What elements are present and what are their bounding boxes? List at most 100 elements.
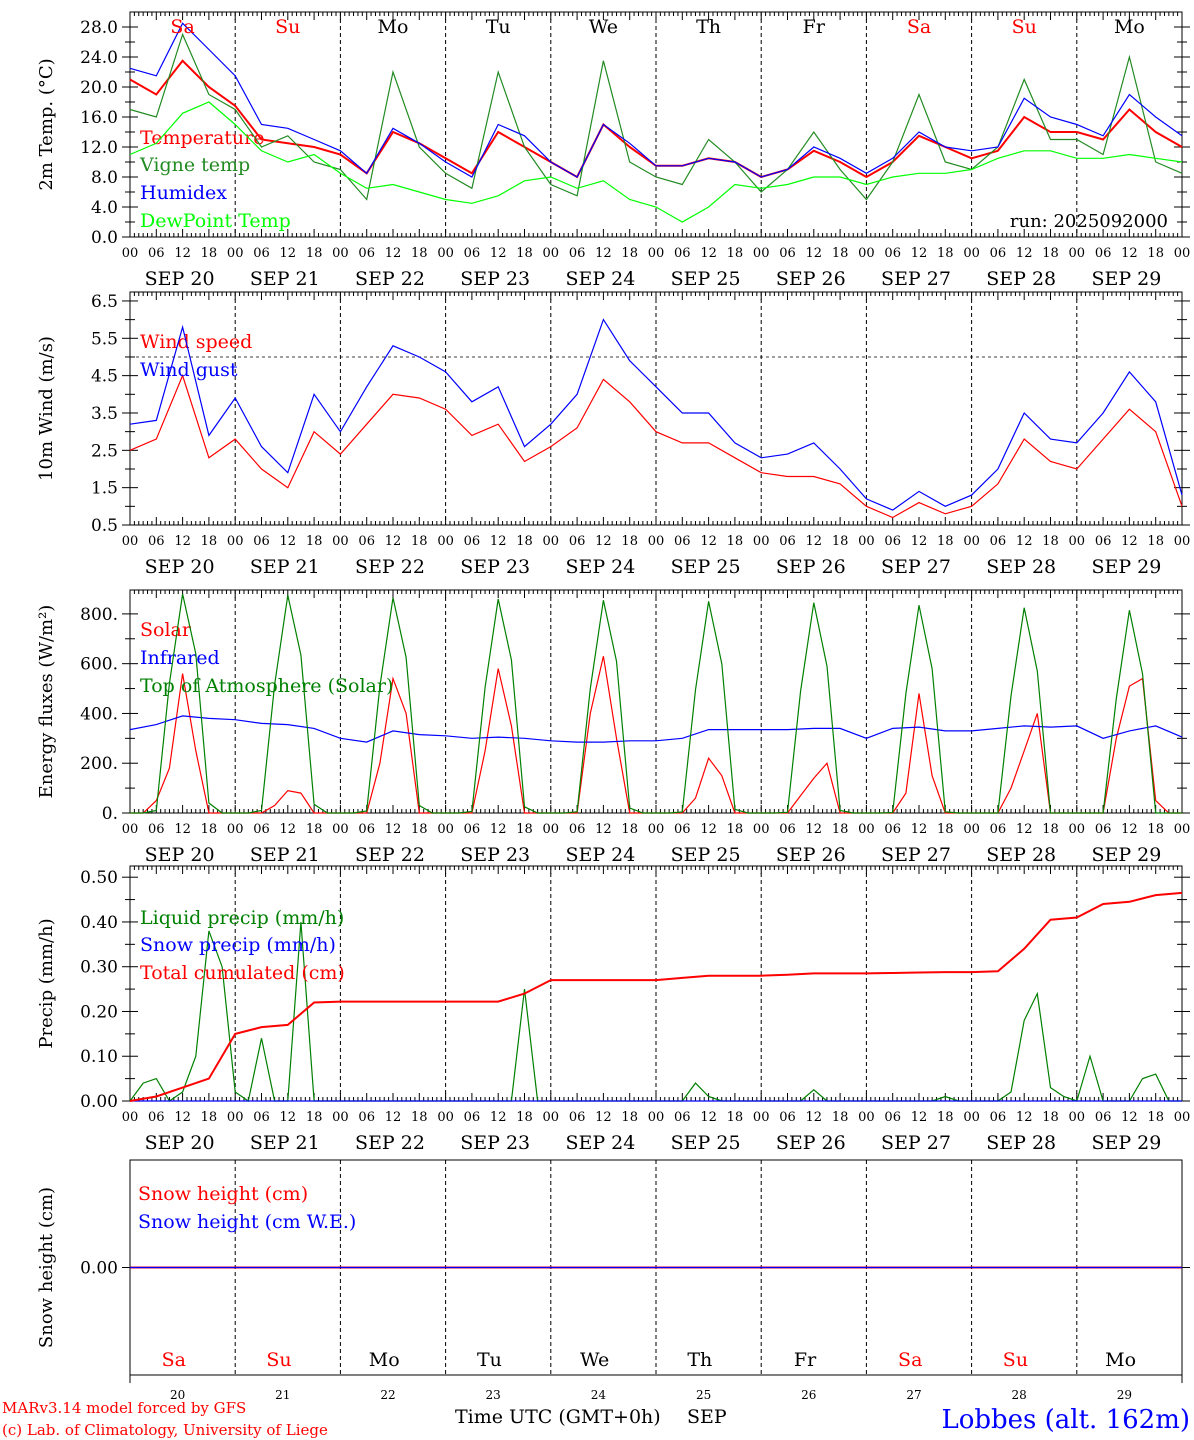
x-day-number-label: 24 xyxy=(591,1388,607,1402)
x-hour-label: 06 xyxy=(779,1110,796,1125)
x-date-label: SEP 26 xyxy=(776,556,846,578)
day-name-label: Sa xyxy=(162,1349,186,1371)
x-hour-label: 18 xyxy=(516,534,533,549)
x-hour-label: 12 xyxy=(1121,534,1138,549)
x-date-label: SEP 22 xyxy=(355,268,425,290)
x-day-number-label: 26 xyxy=(801,1388,816,1402)
x-hour-label: 00 xyxy=(227,534,244,549)
x-hour-label: 18 xyxy=(937,1110,954,1125)
x-hour-label: 12 xyxy=(490,822,507,837)
day-name-label: Mo xyxy=(369,1349,400,1371)
x-hour-label: 00 xyxy=(543,822,560,837)
x-hour-label: 00 xyxy=(543,534,560,549)
x-hour-label: 06 xyxy=(990,246,1007,261)
x-date-label: SEP 28 xyxy=(986,556,1056,578)
x-day-number-label: 21 xyxy=(275,1388,290,1402)
y-tick-label: 0.40 xyxy=(80,913,118,933)
x-hour-label: 18 xyxy=(937,822,954,837)
y-tick-label: 1.5 xyxy=(91,479,118,499)
x-hour-label: 12 xyxy=(595,246,612,261)
x-hour-label: 06 xyxy=(253,822,270,837)
x-hour-label: 00 xyxy=(858,822,875,837)
y-tick-label: 0.20 xyxy=(80,1002,118,1022)
x-hour-label: 18 xyxy=(411,534,428,549)
legend-entry: Top of Atmosphere (Solar) xyxy=(140,675,393,697)
x-hour-label: 18 xyxy=(832,1110,849,1125)
legend-entry: Total cumulated (cm) xyxy=(140,962,345,984)
x-date-label: SEP 24 xyxy=(565,268,635,290)
x-hour-label: 06 xyxy=(884,534,901,549)
panel-3: 0. 200. 400. 600. 800. Energy fluxes (W/m²) So… xyxy=(36,589,1191,866)
x-hour-label: 00 xyxy=(122,822,139,837)
x-date-label: SEP 24 xyxy=(565,556,635,578)
x-hour-label: 18 xyxy=(411,1110,428,1125)
x-hour-label: 12 xyxy=(1121,246,1138,261)
x-hour-label: 06 xyxy=(990,534,1007,549)
x-hour-label: 18 xyxy=(621,246,638,261)
x-hour-label: 00 xyxy=(963,1110,980,1125)
x-hour-label: 18 xyxy=(937,246,954,261)
x-hour-label: 06 xyxy=(674,534,691,549)
day-name-label: Tu xyxy=(477,1349,502,1371)
day-name-label: We xyxy=(580,1349,609,1371)
x-date-label: SEP 22 xyxy=(355,1132,425,1154)
x-hour-label: 00 xyxy=(648,534,665,549)
x-date-label: SEP 29 xyxy=(1091,844,1161,866)
x-hour-label: 06 xyxy=(358,822,375,837)
x-hour-label: 00 xyxy=(648,1110,665,1125)
run-label: run: 2025092000 xyxy=(1010,211,1168,232)
x-hour-label: 12 xyxy=(174,534,191,549)
x-hour-label: 18 xyxy=(306,822,323,837)
x-hour-label: 12 xyxy=(174,246,191,261)
day-name-label: Mo xyxy=(1114,16,1145,38)
x-day-number-label: 23 xyxy=(486,1388,501,1402)
x-hour-label: 12 xyxy=(1016,822,1033,837)
x-hour-label: 18 xyxy=(201,1110,218,1125)
x-hour-label: 18 xyxy=(411,822,428,837)
x-hour-label: 18 xyxy=(1147,534,1164,549)
y-tick-label: 6.5 xyxy=(91,292,118,312)
x-hour-label: 12 xyxy=(911,246,928,261)
x-hour-label: 00 xyxy=(1174,822,1191,837)
x-hour-label: 18 xyxy=(832,246,849,261)
x-hour-label: 06 xyxy=(464,822,481,837)
x-hour-label: 00 xyxy=(122,1110,139,1125)
panel-2: 0.5 1.5 2.5 3.5 4.5 5.5 6.5 10m Wind (m/s) Wind … xyxy=(36,291,1190,578)
x-hour-label: 18 xyxy=(621,534,638,549)
day-name-label: Sa xyxy=(907,16,931,38)
footer: MARv3.14 model forced by GFS (c) Lab. of … xyxy=(2,1399,1190,1439)
x-date-label: SEP 24 xyxy=(565,1132,635,1154)
legend-entry: Snow precip (mm/h) xyxy=(140,934,336,956)
lab-credit: (c) Lab. of Climatology, University of L… xyxy=(2,1421,328,1439)
x-hour-label: 12 xyxy=(490,534,507,549)
x-hour-label: 00 xyxy=(753,534,770,549)
x-hour-label: 06 xyxy=(253,1110,270,1125)
x-hour-label: 00 xyxy=(858,1110,875,1125)
x-date-label: SEP 26 xyxy=(776,268,846,290)
x-hour-label: 00 xyxy=(1174,1110,1191,1125)
x-hour-label: 06 xyxy=(569,1110,586,1125)
x-hour-label: 18 xyxy=(306,1110,323,1125)
x-hour-label: 06 xyxy=(148,534,165,549)
x-hour-label: 18 xyxy=(1042,246,1059,261)
x-date-label: SEP 21 xyxy=(250,1132,320,1154)
x-hour-label: 18 xyxy=(1042,534,1059,549)
x-hour-label: 12 xyxy=(174,1110,191,1125)
x-axis-title: Time UTC (GMT+0h) xyxy=(455,1406,661,1428)
x-axis-month: SEP xyxy=(687,1406,727,1428)
x-date-label: SEP 22 xyxy=(355,556,425,578)
x-hour-label: 06 xyxy=(464,534,481,549)
y-tick-label: 16.0 xyxy=(80,108,118,128)
x-hour-label: 12 xyxy=(1016,1110,1033,1125)
x-hour-label: 12 xyxy=(1016,534,1033,549)
x-hour-label: 12 xyxy=(385,822,402,837)
y-tick-label: 800. xyxy=(80,605,118,625)
x-hour-label: 00 xyxy=(1069,1110,1086,1125)
y-tick-label: 0.30 xyxy=(80,958,118,978)
y-tick-label: 20.0 xyxy=(80,78,118,98)
x-hour-label: 00 xyxy=(1069,246,1086,261)
x-hour-label: 12 xyxy=(280,1110,297,1125)
x-hour-label: 00 xyxy=(1069,822,1086,837)
legend-entry: Solar xyxy=(140,619,192,641)
